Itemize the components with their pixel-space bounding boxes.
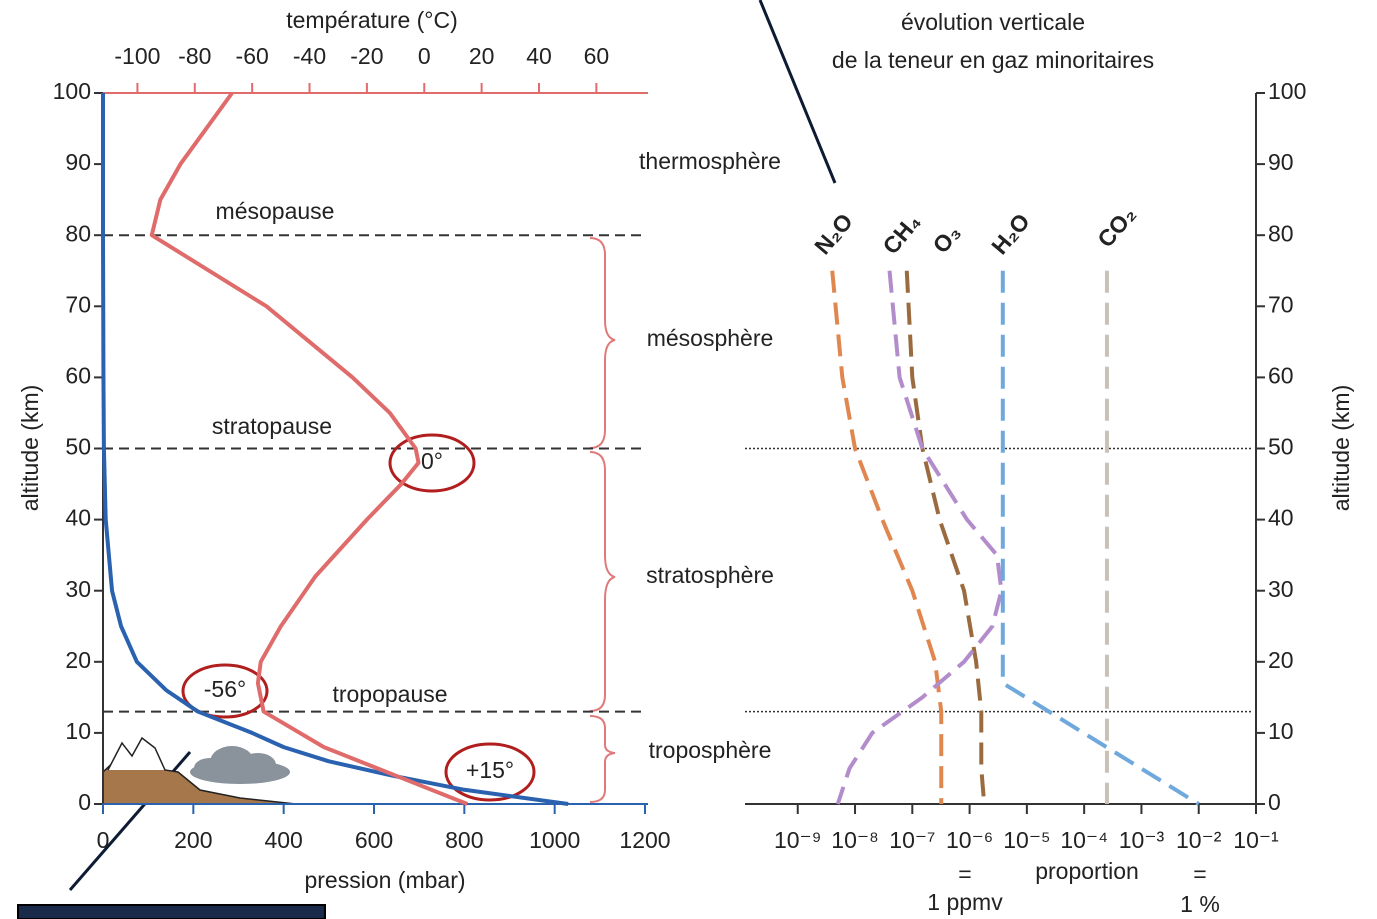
level-label: mésopause (216, 198, 335, 224)
x-axis-label: proportion (1035, 858, 1139, 884)
circled-label: -56° (204, 676, 246, 702)
chart-title: de la teneur en gaz minoritaires (832, 47, 1154, 73)
note: 1 % (1180, 891, 1220, 917)
y-tick-label: 30 (1268, 576, 1294, 602)
circled-label: +15° (466, 757, 514, 783)
x2-tick-label: -100 (114, 43, 160, 69)
x2-tick-label: 20 (469, 43, 495, 69)
y-tick-label: 70 (1268, 291, 1294, 317)
y-tick-label: 40 (65, 505, 91, 531)
profile-line (149, 91, 469, 806)
y-tick-label: 40 (1268, 505, 1294, 531)
y-tick-label: 90 (65, 149, 91, 175)
level-label: stratopause (212, 413, 332, 439)
pointer-line (758, 0, 837, 184)
y-tick-label: 70 (65, 291, 91, 317)
layer-label: stratosphère (646, 562, 774, 588)
y-tick-label: 60 (1268, 362, 1294, 388)
highlight-circle (388, 433, 476, 493)
level-label: tropopause (332, 681, 447, 707)
layer-label: thermosphère (639, 148, 781, 174)
x-tick-label: 600 (355, 827, 393, 853)
gas-line (830, 270, 944, 804)
y-tick-label: 30 (65, 576, 91, 602)
series-label: O₃ (927, 219, 965, 258)
x-tick-label: 200 (174, 827, 212, 853)
series-label: H₂O (986, 208, 1035, 259)
x-tick-label: 10⁻² (1176, 827, 1222, 853)
caption-box (17, 904, 326, 919)
y-tick-label: 100 (53, 78, 91, 104)
y-tick-label: 90 (1268, 149, 1294, 175)
note: 1 ppmv (927, 889, 1003, 915)
gas-line (835, 270, 1004, 805)
equal-sign: = (958, 861, 971, 887)
x-tick-label: 1000 (529, 827, 580, 853)
layer-braces (589, 237, 616, 803)
y-tick-label: 100 (1268, 78, 1306, 104)
y-tick-label: 50 (1268, 434, 1294, 460)
x-tick-label: 0 (97, 827, 110, 853)
highlight-circle (444, 742, 536, 802)
series-label: N₂O (809, 208, 858, 259)
x-tick-label: 10⁻⁷ (889, 827, 935, 853)
x-axis-label: pression (mbar) (304, 867, 465, 893)
y-tick-label: 80 (1268, 220, 1294, 246)
x2-tick-label: -60 (236, 43, 269, 69)
x2-tick-label: 40 (526, 43, 552, 69)
series-label: CO₂ (1092, 201, 1141, 252)
x-tick-label: 400 (264, 827, 302, 853)
x2-tick-label: 0 (418, 43, 431, 69)
x-tick-label: 10⁻⁶ (946, 827, 993, 853)
gas-line (1000, 270, 1200, 806)
x-tick-label: 10⁻⁴ (1060, 827, 1108, 853)
y-axis-label: altitude (km) (17, 385, 43, 512)
layer-label: mésosphère (647, 325, 774, 351)
x-tick-label: 10⁻³ (1119, 827, 1165, 853)
y-axis-label: altitude (km) (1328, 385, 1354, 512)
y-tick-label: 20 (1268, 647, 1294, 673)
y-tick-label: 10 (1268, 718, 1294, 744)
x2-tick-label: 60 (584, 43, 610, 69)
highlight-circle (181, 663, 269, 719)
y-tick-label: 60 (65, 362, 91, 388)
x-tick-label: 10⁻⁵ (1003, 827, 1050, 853)
x2-tick-label: -40 (293, 43, 326, 69)
y-tick-label: 20 (65, 647, 91, 673)
mountain-snow (107, 736, 166, 771)
y-tick-label: 50 (65, 434, 91, 460)
x2-tick-label: -80 (178, 43, 211, 69)
layer-label: troposphère (649, 737, 772, 763)
x-tick-label: 1200 (619, 827, 670, 853)
y-tick-label: 10 (65, 718, 91, 744)
series-label: CH₄ (877, 208, 925, 259)
x-tick-label: 800 (445, 827, 483, 853)
cloud (190, 746, 290, 784)
x-tick-label: 10⁻¹ (1233, 827, 1279, 853)
chart-title: évolution verticale (901, 9, 1085, 35)
circled-label: 0° (421, 448, 443, 474)
y-tick-label: 0 (78, 789, 91, 815)
gas-line (904, 270, 987, 805)
profile-line (101, 93, 569, 806)
x2-tick-label: -20 (350, 43, 383, 69)
y-tick-label: 0 (1268, 789, 1281, 815)
x-tick-label: 10⁻⁸ (831, 827, 878, 853)
y-tick-label: 80 (65, 220, 91, 246)
equal-sign: = (1193, 861, 1206, 887)
x-tick-label: 10⁻⁹ (774, 827, 822, 853)
x2-axis-label: température (°C) (286, 7, 458, 33)
